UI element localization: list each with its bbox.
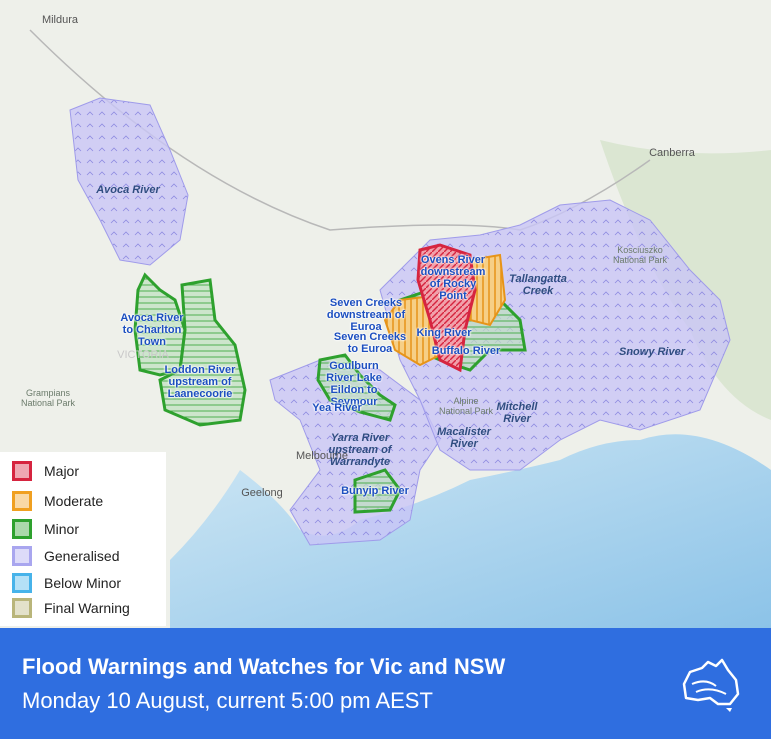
legend-label: Below Minor xyxy=(44,575,122,591)
legend-item: Major xyxy=(12,460,79,482)
place-label: Canberra xyxy=(649,147,695,159)
legend-item: Below Minor xyxy=(12,572,121,594)
banner-subtitle: Monday 10 August, current 5:00 pm AEST xyxy=(22,688,433,713)
legend: Major Moderate Minor Generalised Below Minor… xyxy=(0,452,166,626)
legend-label: Moderate xyxy=(44,493,104,509)
legend-swatch xyxy=(12,461,32,481)
area-label: Mitchell River xyxy=(496,401,538,425)
legend-item: Generalised xyxy=(12,545,120,567)
major-areas xyxy=(416,243,477,373)
area-label: Goulburn River Lake Eildon to Seymour xyxy=(326,360,382,408)
legend-label: Final Warning xyxy=(44,600,130,616)
place-label: Mildura xyxy=(41,14,79,26)
legend-item: Moderate xyxy=(12,490,103,512)
area-label: King River xyxy=(416,327,472,339)
area-label: Seven Creeks to Euroa xyxy=(333,331,407,355)
sea xyxy=(170,434,771,628)
place-label: VICTORIA xyxy=(117,349,169,361)
legend-label: Generalised xyxy=(44,548,120,564)
area xyxy=(269,359,441,546)
place-label: Melbourne xyxy=(296,450,348,462)
legend-label: Minor xyxy=(44,521,80,537)
area-label: Ovens River downstream of Rocky Point xyxy=(420,254,486,302)
area-label: Tallangatta Creek xyxy=(509,273,567,297)
area xyxy=(353,468,402,514)
place-label: Alpine National Park xyxy=(438,396,494,416)
area-label: Buffalo River xyxy=(431,345,501,357)
banner-title: Flood Warnings and Watches for Vic and N… xyxy=(22,654,506,679)
australia-icon xyxy=(682,658,740,712)
legend-swatch xyxy=(12,573,32,593)
banner: Flood Warnings and Watches for Vic and N… xyxy=(0,628,771,739)
area-label: Loddon River upstream of Laanecoorie xyxy=(164,364,236,400)
legend-swatch xyxy=(12,519,32,539)
place-label: Kosciuszko National Park xyxy=(612,245,668,265)
area-label: Avoca River to Charlton Town xyxy=(120,312,184,348)
area-label: Snowy River xyxy=(618,346,686,358)
area-label: Bunyip River xyxy=(341,485,409,497)
legend-item: Minor xyxy=(12,518,79,540)
area xyxy=(158,278,247,427)
area xyxy=(69,97,189,266)
area-label: Seven Creeks downstream of Euroa xyxy=(326,297,406,333)
area xyxy=(133,272,187,377)
place-label: Geelong xyxy=(241,487,283,499)
legend-item: Final Warning xyxy=(12,597,130,619)
area-label: Yarra River upstream of Warrandyte xyxy=(328,432,392,468)
area-label: Avoca River xyxy=(96,184,160,196)
legend-swatch xyxy=(12,546,32,566)
area-label: Macalister River xyxy=(437,426,491,450)
area xyxy=(316,353,397,422)
legend-label: Major xyxy=(44,463,80,479)
legend-swatch xyxy=(12,598,32,618)
area-label: Yea River xyxy=(312,402,362,414)
place-label: Grampians National Park xyxy=(20,388,76,408)
legend-swatch xyxy=(12,491,32,511)
